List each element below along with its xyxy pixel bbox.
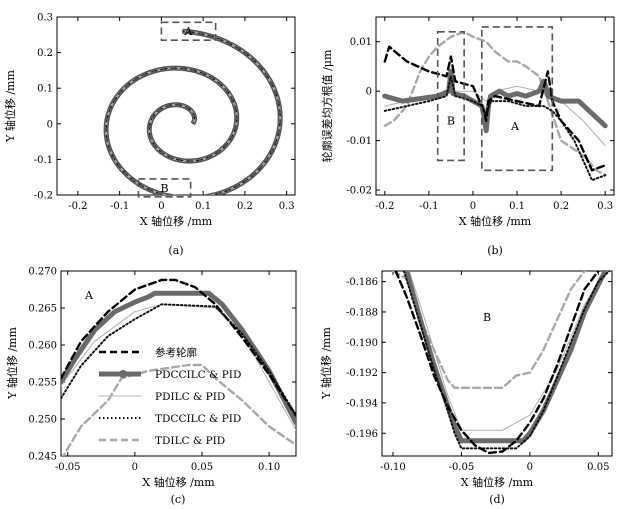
plot-frame <box>375 16 615 196</box>
panel-b: -0.2 -0.1 0 0.1 0.2 0.3 -0.02 -0.01 0 0.01 X 轴位移 /… <box>320 16 615 257</box>
y-axis-label: 轮廓误差均方根值 /μm <box>320 49 334 162</box>
x-tick-label: 0 <box>470 201 476 212</box>
y-tick-label: 0.245 <box>28 452 57 463</box>
zoom-box <box>436 31 465 162</box>
x-tick-label: 0.2 <box>237 201 253 212</box>
y-tick-label: -0.1 <box>34 155 53 166</box>
panel-a: -0.2 -0.1 0 0.1 0.2 0.3 -0.2 -0.1 0 0.1 0.2 0.3 X 轴位… <box>3 13 296 257</box>
y-axis-label: Y 轴位移 /mm <box>5 327 19 400</box>
series-line-thickgray <box>61 290 296 426</box>
zoom-box-label: A <box>510 120 520 133</box>
zoom-box <box>160 21 217 41</box>
x-tick-label: -0.1 <box>110 201 129 212</box>
legend: 参考轮廓 PDCCILC & PID PDILC & PID TDCCILC & PI… <box>99 346 241 447</box>
y-tick-label: -0.188 <box>346 307 378 318</box>
series-line-dashgray <box>61 363 296 456</box>
y-tick-label: -0.2 <box>34 191 53 202</box>
x-tick-label: 0.10 <box>258 462 280 473</box>
region-annotation: A <box>84 289 94 302</box>
series-line-dotblack <box>61 303 296 417</box>
y-tick-label: 0.2 <box>37 48 53 59</box>
x-tick-label: 0.05 <box>191 462 213 473</box>
legend-entry-label: PDCCILC & PID <box>155 369 241 381</box>
y-axis-label: Y 轴位移 /mm <box>3 70 17 143</box>
panel-caption: (a) <box>168 244 183 257</box>
series-line-thingray <box>408 271 606 431</box>
x-tick-label: 0.3 <box>279 201 295 212</box>
panel-caption: (d) <box>489 493 505 506</box>
x-tick-label: -0.2 <box>375 201 394 212</box>
x-tick-label: 0.3 <box>597 201 613 212</box>
panel-caption: (b) <box>487 244 503 257</box>
panel-caption: (c) <box>171 493 186 506</box>
plot-area <box>103 28 283 195</box>
zoom-box <box>137 178 192 198</box>
series-line-dashblack <box>383 45 607 172</box>
legend-entry-label: TDILC & PID <box>155 435 225 447</box>
y-tick-label: 0.01 <box>350 37 372 48</box>
y-tick-label: -0.194 <box>346 398 378 409</box>
x-tick-label: 0.05 <box>587 462 609 473</box>
plot-frame <box>60 270 297 457</box>
zoom-box-label: A <box>184 25 194 38</box>
y-tick-label: 0.1 <box>37 84 53 95</box>
x-tick-label: 0 <box>132 462 138 473</box>
y-tick-label: -0.190 <box>346 338 378 349</box>
y-tick-label: 0.250 <box>28 415 57 426</box>
legend-entry-label: 参考轮廓 <box>155 346 197 359</box>
y-tick-label: 0 <box>47 119 53 130</box>
series-line-dashblack <box>394 271 601 455</box>
legend-marker <box>119 370 127 378</box>
y-tick-label: 0.265 <box>28 304 57 315</box>
zoom-box-label: B <box>160 182 168 195</box>
y-axis-label: Y 轴位移 /mm <box>319 327 333 400</box>
y-tick-label: 0.270 <box>28 267 57 278</box>
x-tick-label: -0.05 <box>449 462 475 473</box>
plot-area <box>391 271 611 455</box>
x-tick-label: 0.1 <box>195 201 211 212</box>
x-axis-label: X 轴位移 /mm <box>461 475 534 489</box>
x-tick-label: 0.2 <box>553 201 569 212</box>
y-tick-label: -0.01 <box>346 136 372 147</box>
panel-c: -0.05 0 0.05 0.10 0.245 0.250 0.255 0.260 0.265 0… <box>5 267 297 506</box>
y-tick-label: -0.186 <box>346 277 378 288</box>
x-tick-label: -0.1 <box>419 201 438 212</box>
y-tick-label: -0.192 <box>346 368 378 379</box>
spiral-reference-path <box>105 30 281 195</box>
plot-area <box>382 30 608 182</box>
legend-entry-label: TDCCILC & PID <box>155 413 241 425</box>
x-tick-label: 0 <box>158 201 164 212</box>
plot-frame <box>381 270 613 457</box>
x-axis-label: X 轴位移 /mm <box>140 214 213 228</box>
x-axis-label: X 轴位移 /mm <box>142 475 215 489</box>
x-tick-label: 0.1 <box>509 201 525 212</box>
zoom-box-label: B <box>447 114 455 127</box>
y-tick-label: 0.3 <box>37 13 53 24</box>
plot-area <box>61 278 296 456</box>
x-tick-label: 0 <box>527 462 533 473</box>
x-tick-label: -0.05 <box>55 462 81 473</box>
zoom-box <box>480 26 554 172</box>
y-tick-label: 0 <box>366 87 372 98</box>
y-tick-label: -0.196 <box>346 429 378 440</box>
series-line-thickgray <box>404 271 608 444</box>
x-tick-label: -0.2 <box>68 201 87 212</box>
series-line-dotblack <box>402 271 611 450</box>
panel-d: -0.10 -0.05 0 0.05 -0.186 -0.188 -0.190 -0.192 -… <box>319 270 613 506</box>
y-tick-label: 0.255 <box>28 378 57 389</box>
y-tick-label: 0.260 <box>28 341 57 352</box>
x-axis-label: X 轴位移 /mm <box>459 214 532 228</box>
legend-entry-label: PDILC & PID <box>155 391 225 403</box>
y-tick-label: -0.02 <box>346 186 372 197</box>
x-tick-label: -0.10 <box>380 462 406 473</box>
region-annotation: B <box>483 311 491 324</box>
series-line-dashblack <box>61 278 296 417</box>
